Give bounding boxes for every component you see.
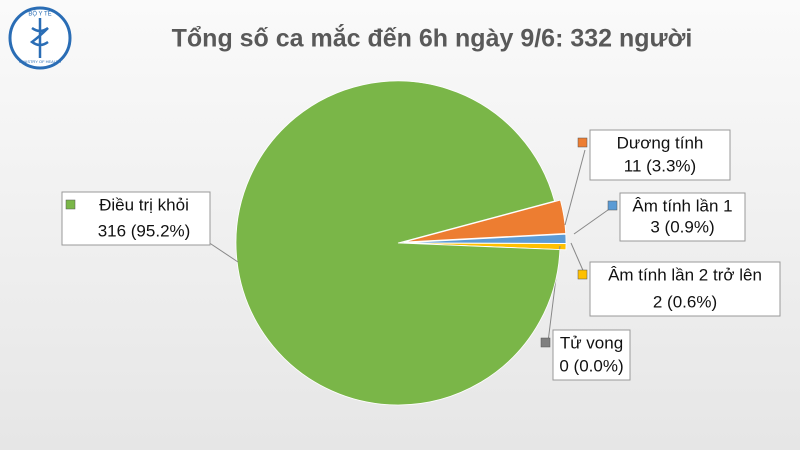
label-box: [589, 261, 781, 317]
label-box: [589, 129, 731, 181]
label-box: [552, 329, 631, 381]
slice-name: Tử vong: [560, 333, 623, 352]
logo: BỘ Y TẾ MINISTRY OF HEALTH: [8, 6, 72, 70]
leader-line: [564, 149, 586, 226]
slice-name: Dương tính: [617, 133, 704, 152]
legend-swatch: [577, 137, 588, 148]
logo-top: BỘ Y TẾ: [28, 11, 51, 18]
data-label: 3 (0.9%): [650, 217, 714, 236]
chart-title: Tổng số ca mắc đến 6h ngày 9/6: 332 ngườ…: [172, 23, 693, 53]
leader-line: [570, 242, 586, 276]
data-label: 2 (0.6%): [653, 292, 717, 311]
slice-name: Điều trị khỏi: [99, 195, 189, 214]
logo-symbol: [29, 18, 49, 58]
label-box: [619, 192, 746, 242]
legend-swatch: [577, 269, 588, 280]
label-box: [61, 191, 211, 246]
legend-swatch: [540, 337, 551, 348]
data-label: 11 (3.3%): [624, 156, 696, 175]
slice-name: Âm tính lần 2 trở lên: [608, 265, 762, 284]
pie-slice: [403, 199, 567, 243]
data-label: 316 (95.2%): [98, 221, 191, 240]
legend-swatch: [65, 199, 76, 210]
legend-swatch: [607, 200, 618, 211]
logo-bottom: MINISTRY OF HEALTH: [19, 59, 61, 64]
data-label: 0 (0.0%): [559, 356, 623, 375]
slice-name: Âm tính lần 1: [632, 196, 732, 215]
